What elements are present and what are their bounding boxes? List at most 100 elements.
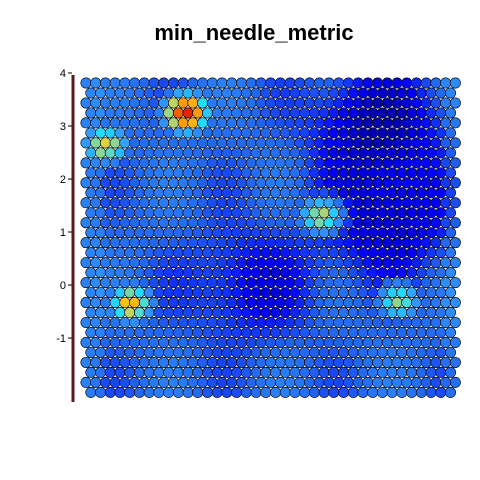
hex-cell (95, 386, 107, 398)
hex-cell (172, 147, 184, 159)
hex-cell (133, 207, 145, 219)
hex-cell (279, 147, 291, 159)
hex-cell (279, 167, 291, 179)
hex-cell (182, 187, 194, 199)
hex-cell (415, 287, 427, 299)
hex-cell (284, 237, 296, 249)
hex-cell (192, 326, 204, 338)
hex-cell (255, 356, 267, 368)
hex-cell (338, 167, 350, 179)
hex-cell (250, 187, 262, 199)
hex-cell (231, 107, 243, 119)
hex-cell (435, 167, 447, 179)
hex-cell (114, 307, 126, 319)
hex-cell (133, 127, 145, 139)
hex-cell (163, 147, 175, 159)
hex-cell (80, 277, 92, 289)
hex-cell (410, 77, 422, 89)
hex-cell (270, 187, 282, 199)
hex-cell (265, 97, 277, 109)
hex-cell (352, 117, 364, 129)
hex-cell (114, 167, 126, 179)
hex-cell (109, 77, 121, 89)
hex-cell (109, 297, 121, 309)
hex-cell (231, 287, 243, 299)
hex-cell (289, 247, 301, 259)
hex-cell (323, 257, 335, 269)
hex-cell (240, 167, 252, 179)
hex-cell (211, 227, 223, 239)
hex-cell (202, 307, 214, 319)
hex-cell (202, 366, 214, 378)
hex-cell (318, 386, 330, 398)
hex-cell (99, 297, 111, 309)
hex-cell (313, 117, 325, 129)
hex-cell (357, 207, 369, 219)
hex-cell (323, 297, 335, 309)
hex-cell (197, 97, 209, 109)
hex-cell (284, 297, 296, 309)
hex-cell (406, 267, 418, 279)
hex-cell (299, 227, 311, 239)
hex-cell (328, 267, 340, 279)
hex-cell (202, 207, 214, 219)
hex-cell (406, 287, 418, 299)
hex-cell (143, 366, 155, 378)
hex-cell (148, 356, 160, 368)
hex-cell (124, 127, 136, 139)
hex-cell (182, 307, 194, 319)
hex-cell (406, 207, 418, 219)
hex-cell (119, 77, 131, 89)
hex-cell (420, 197, 432, 209)
hex-cell (226, 257, 238, 269)
hex-cell (85, 167, 97, 179)
hex-cell (328, 307, 340, 319)
hex-cell (133, 267, 145, 279)
hex-cell (318, 227, 330, 239)
hex-cell (440, 197, 452, 209)
y-tick-label: 3 (60, 121, 66, 133)
hex-cell (187, 277, 199, 289)
hex-cell (197, 257, 209, 269)
hex-cell (133, 287, 145, 299)
hex-cell (124, 87, 136, 99)
hex-cell (420, 277, 432, 289)
hex-cell (352, 237, 364, 249)
hex-cell (294, 137, 306, 149)
hex-cell (182, 87, 194, 99)
hex-cell (143, 87, 155, 99)
hex-cell (367, 87, 379, 99)
hex-cell (202, 287, 214, 299)
hex-cell (202, 187, 214, 199)
hex-cell (245, 237, 257, 249)
hex-cell (444, 187, 456, 199)
hex-cell (318, 267, 330, 279)
hex-cell (444, 107, 456, 119)
hex-cell (250, 326, 262, 338)
hex-cell (376, 267, 388, 279)
hex-cell (226, 177, 238, 189)
hex-cell (308, 267, 320, 279)
hex-cell (119, 157, 131, 169)
hex-cell (372, 77, 384, 89)
hex-cell (410, 157, 422, 169)
hex-cell (236, 336, 248, 348)
hex-cell (163, 87, 175, 99)
hex-cell (240, 307, 252, 319)
hex-cell (274, 177, 286, 189)
hex-cell (328, 207, 340, 219)
hex-cell (342, 197, 354, 209)
hex-cell (221, 386, 233, 398)
hex-cell (187, 117, 199, 129)
hex-cell (226, 97, 238, 109)
hex-cell (255, 336, 267, 348)
hex-cell (401, 257, 413, 269)
hex-cell (284, 277, 296, 289)
hex-cell (109, 137, 121, 149)
hex-cell (167, 257, 179, 269)
hex-cell (167, 217, 179, 229)
hex-cell (440, 237, 452, 249)
hex-cell (367, 227, 379, 239)
hex-cell (85, 366, 97, 378)
hex-cell (182, 386, 194, 398)
